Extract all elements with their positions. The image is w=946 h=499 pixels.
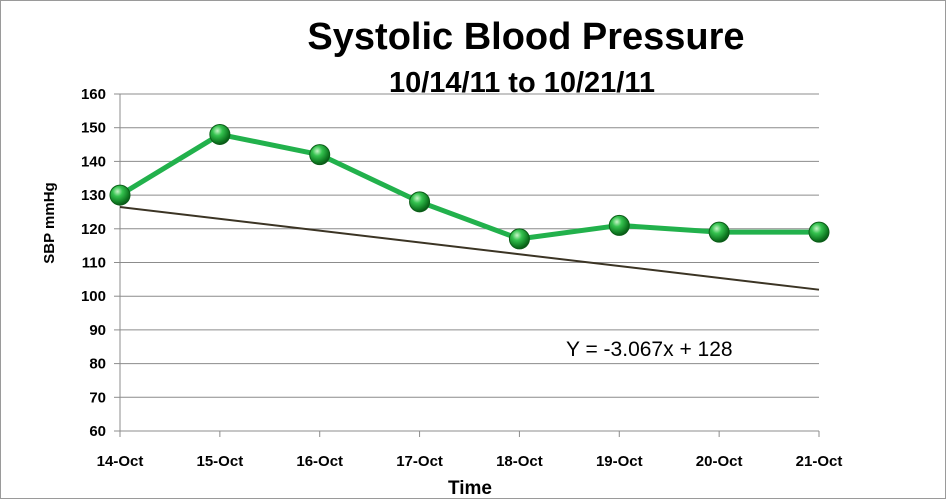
data-series: [109, 123, 830, 250]
y-tick-label-70: 70: [89, 389, 106, 406]
y-tick-label-80: 80: [89, 356, 106, 373]
series-line: [117, 131, 822, 242]
y-tick-label-160: 160: [81, 86, 106, 103]
gridlines: [120, 93, 819, 398]
y-tick-label-120: 120: [81, 221, 106, 238]
x-tick-label-15-Oct: 15-Oct: [197, 453, 244, 470]
x-tick-label-14-Oct: 14-Oct: [97, 453, 144, 470]
y-tick-label-110: 110: [82, 255, 106, 272]
y-tick-label-100: 100: [81, 288, 106, 305]
chart-title: Systolic Blood Pressure: [307, 16, 744, 58]
data-point-16-Oct: [309, 144, 331, 166]
y-tick-label-140: 140: [81, 153, 106, 170]
trendline: [119, 206, 820, 291]
axes: [114, 93, 820, 437]
x-tick-label-18-Oct: 18-Oct: [496, 453, 543, 470]
trendline-line: [119, 206, 820, 291]
data-point-17-Oct: [409, 191, 431, 213]
y-tick-label-150: 150: [81, 120, 106, 137]
y-tick-label-60: 60: [89, 423, 106, 440]
data-point-21-Oct: [808, 221, 830, 243]
data-point-15-Oct: [209, 123, 231, 145]
x-axis-title: Time: [448, 478, 492, 498]
trendline-equation: Y = -3.067x + 128: [566, 338, 733, 361]
x-tick-label-20-Oct: 20-Oct: [696, 453, 743, 470]
x-tick-label-19-Oct: 19-Oct: [596, 453, 643, 470]
data-point-18-Oct: [508, 228, 530, 250]
data-point-19-Oct: [608, 214, 630, 236]
y-axis-title: SBP mmHg: [41, 182, 58, 263]
data-point-20-Oct: [708, 221, 730, 243]
data-point-14-Oct: [109, 184, 131, 206]
x-tick-label-16-Oct: 16-Oct: [296, 453, 343, 470]
x-tick-label-21-Oct: 21-Oct: [796, 453, 843, 470]
x-tick-label-17-Oct: 17-Oct: [396, 453, 443, 470]
y-tick-label-130: 130: [81, 187, 106, 204]
y-tick-label-90: 90: [89, 322, 106, 339]
y-tick-labels: 60 70 80 90 100 110 120 130 140 150 160: [81, 86, 106, 440]
x-tick-labels: 14-Oct 15-Oct 16-Oct 17-Oct 18-Oct 19-Oct 20-O…: [97, 453, 843, 470]
